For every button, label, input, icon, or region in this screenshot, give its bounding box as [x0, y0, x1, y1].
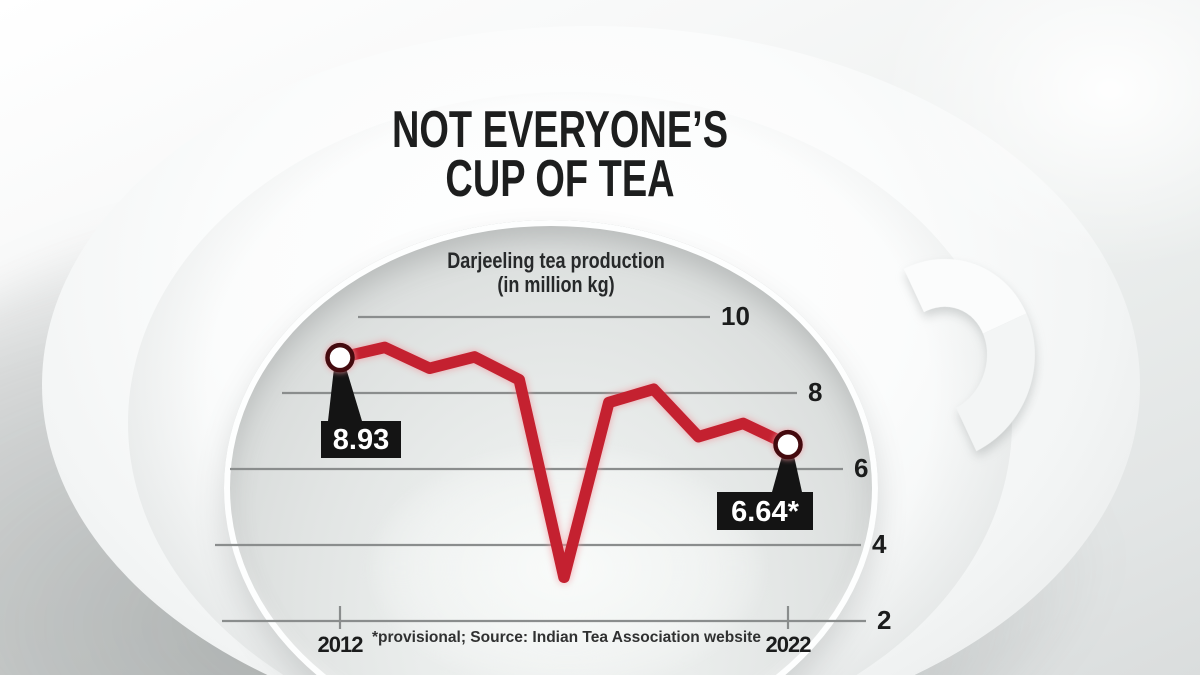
callout-value-label: 8.93: [333, 424, 389, 456]
data-point-marker: [773, 429, 803, 460]
x-axis-label: 2012: [318, 632, 364, 657]
chart-title: Darjeeling tea production: [447, 248, 665, 273]
y-axis-label: 8: [808, 377, 822, 407]
y-axis-label: 2: [877, 605, 891, 635]
callout-value-label: 6.64*: [731, 496, 799, 528]
infographic-title: NOT EVERYONE’S CUP OF TEA: [0, 101, 1120, 208]
data-point-marker: [325, 342, 355, 373]
y-axis-label: 4: [872, 529, 887, 559]
callout-pointer: [328, 368, 362, 421]
y-axis-label: 6: [854, 453, 868, 483]
chart-heading: Darjeeling tea production (in million kg…: [0, 249, 1112, 297]
source-footnote: *provisional; Source: Indian Tea Associa…: [372, 629, 761, 646]
x-axis-label: 2022: [766, 632, 812, 657]
title-line-2: CUP OF TEA: [445, 150, 675, 208]
y-axis-label: 10: [721, 301, 750, 331]
callout-pointer: [772, 456, 802, 492]
title-line-1: NOT EVERYONE’S: [391, 101, 729, 159]
production-trend-line: [334, 341, 794, 584]
callout-box: [321, 421, 401, 458]
callout-box: [717, 492, 813, 530]
chart-unit-label: (in million kg): [497, 272, 615, 297]
